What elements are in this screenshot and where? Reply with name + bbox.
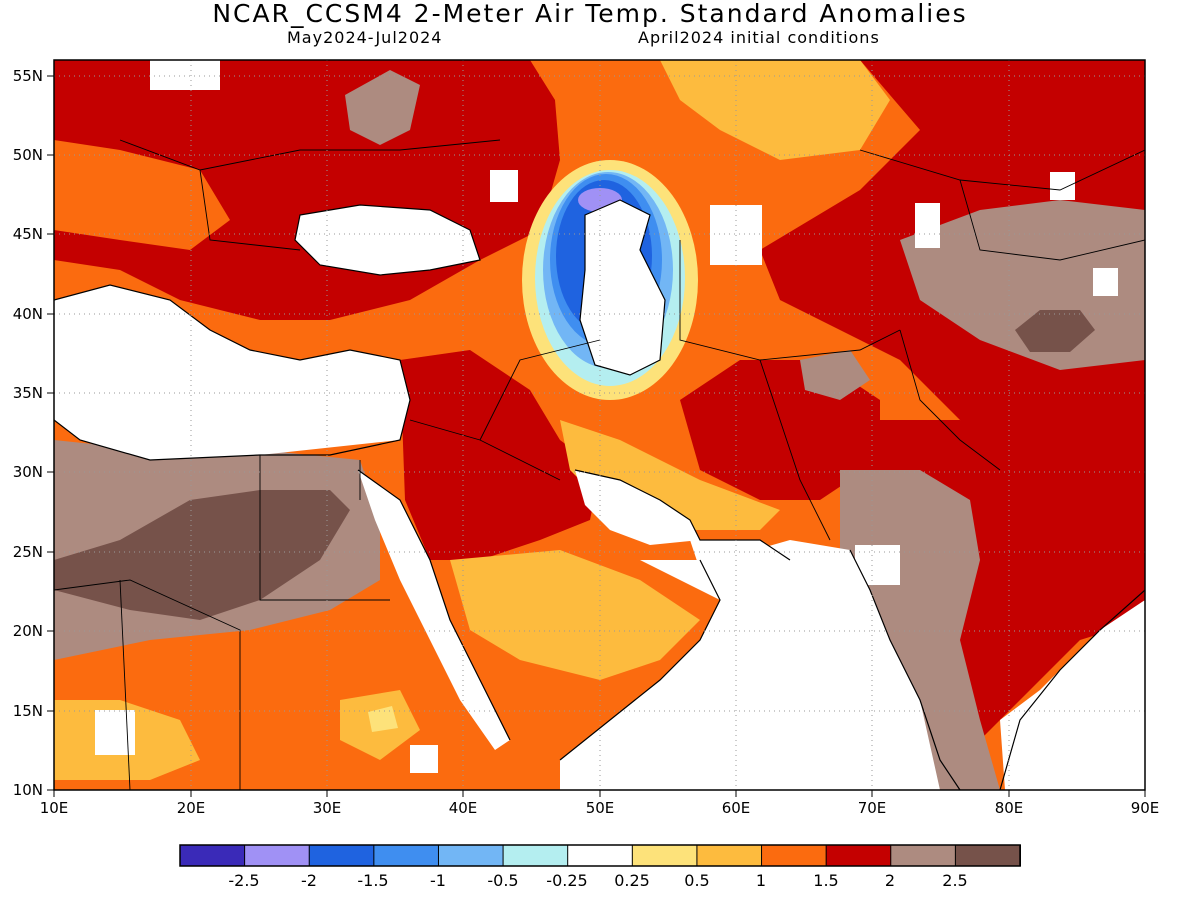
lon-label: 10E — [40, 799, 69, 817]
mask-patch-7 — [410, 745, 438, 773]
colorbar-swatch — [761, 844, 828, 867]
colorbar-label: 0.25 — [614, 871, 650, 890]
lat-label: 30N — [13, 463, 43, 481]
colorbar-swatch — [308, 844, 375, 867]
colorbar-swatch — [437, 844, 505, 867]
lat-label: 40N — [13, 305, 43, 323]
colorbar-label: 2 — [885, 871, 895, 890]
mediterranean-mask — [54, 285, 410, 460]
mask-patch-1 — [490, 170, 518, 202]
colorbar: -2.5 -2 -1.5 -1 -0.5 -0.25 0.25 0.5 1 1.… — [179, 844, 1022, 890]
colorbar-frame — [179, 844, 1021, 867]
lon-label: 30E — [313, 799, 342, 817]
lat-label: 35N — [13, 384, 43, 402]
colorbar-label: -0.5 — [487, 871, 518, 890]
longitude-labels: 10E 20E 30E 40E 50E 60E 70E 80E 90E — [40, 799, 1160, 817]
lat-label: 50N — [13, 146, 43, 164]
colorbar-swatch — [696, 844, 763, 867]
colorbar-label: -2.5 — [228, 871, 259, 890]
colorbar-label: 1.5 — [813, 871, 838, 890]
russia-brown-patch — [345, 70, 420, 145]
lat-label: 10N — [13, 781, 43, 799]
colorbar-label: 2.5 — [942, 871, 967, 890]
mask-patch-3 — [915, 203, 940, 248]
colorbar-swatch — [631, 844, 698, 867]
lon-label: 20E — [177, 799, 206, 817]
kazakhstan-light-orange — [660, 60, 890, 160]
mask-patch-5 — [1093, 268, 1118, 296]
mask-patch-4 — [1050, 172, 1075, 200]
colorbar-swatch — [179, 844, 246, 867]
lat-label: 20N — [13, 622, 43, 640]
colorbar-swatch — [567, 844, 634, 867]
mask-patch-6 — [95, 710, 135, 755]
colorbar-label: -2 — [301, 871, 317, 890]
lon-label: 80E — [995, 799, 1024, 817]
colorbar-swatches — [179, 844, 1022, 867]
tibet-peak-region — [1015, 310, 1095, 352]
lat-label: 45N — [13, 225, 43, 243]
lon-label: 40E — [449, 799, 478, 817]
axis-ticks — [47, 75, 1146, 797]
lon-label: 70E — [858, 799, 887, 817]
black-sea-mask — [295, 205, 480, 275]
arabian-sea-mask — [560, 540, 940, 790]
latitude-labels: 10N 15N 20N 25N 30N 35N 40N 45N 50N 55N — [13, 67, 43, 799]
colorbar-label: -0.25 — [546, 871, 587, 890]
lon-label: 60E — [722, 799, 751, 817]
west-europe-orange-region — [54, 140, 230, 250]
colorbar-label: 0.5 — [684, 871, 709, 890]
colorbar-swatch — [825, 844, 892, 867]
lon-label: 50E — [586, 799, 615, 817]
graticule — [54, 60, 1145, 790]
mask-patch-8 — [855, 545, 900, 585]
lat-label: 15N — [13, 702, 43, 720]
initial-conditions: April2024 initial conditions — [638, 28, 880, 47]
colorbar-swatch — [244, 844, 311, 867]
red-sea-mask — [358, 470, 510, 750]
lon-label: 90E — [1131, 799, 1160, 817]
colorbar-swatch — [373, 844, 440, 867]
forecast-period: May2024-Jul2024 — [287, 28, 443, 47]
middle-east-anomaly-region — [400, 350, 600, 560]
colorbar-swatch — [502, 844, 569, 867]
colorbar-swatch — [890, 844, 957, 867]
bay-of-bengal-mask — [1000, 600, 1145, 790]
mask-patch-9 — [150, 60, 220, 90]
country-borders — [54, 139, 1145, 790]
arabia-light-orange — [450, 550, 700, 680]
sahel-pale-yellow — [368, 706, 398, 732]
colorbar-label: -1 — [430, 871, 446, 890]
lat-label: 55N — [13, 67, 43, 85]
colorbar-labels: -2.5 -2 -1.5 -1 -0.5 -0.25 0.25 0.5 1 1.… — [228, 871, 967, 890]
persian-gulf-mask — [575, 470, 700, 545]
colorbar-label: -1.5 — [357, 871, 388, 890]
lat-label: 25N — [13, 543, 43, 561]
colorbar-swatch — [954, 844, 1022, 867]
sahara-peak-region — [54, 490, 350, 620]
anomaly-field — [54, 60, 1145, 790]
map-title: NCAR_CCSM4 2-Meter Air Temp. Standard An… — [212, 0, 968, 28]
caspian-sea-mask — [580, 200, 665, 375]
colorbar-label: 1 — [756, 871, 766, 890]
coastlines — [54, 199, 1145, 790]
afghanistan-anomaly-region — [800, 350, 870, 400]
